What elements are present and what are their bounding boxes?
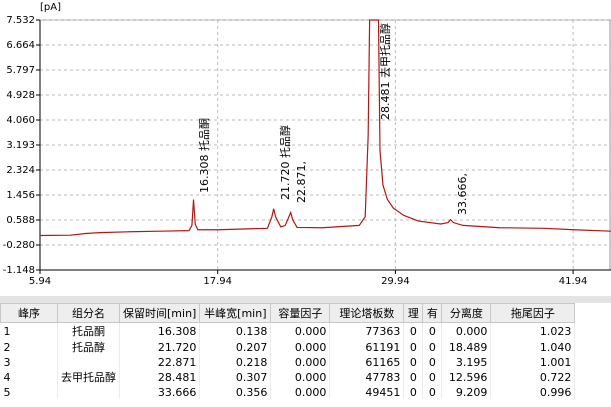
column-header: 保留时间[min]	[118, 303, 201, 323]
cell: 22.871	[119, 355, 201, 369]
cell: 托品醇	[57, 339, 120, 355]
cell: 21.720	[119, 339, 201, 355]
y-tick-label: 4.060	[6, 115, 35, 126]
column-header: 组分名	[57, 303, 120, 323]
cell: 0.000	[270, 339, 331, 355]
column-header: 半峰宽[min]	[199, 303, 272, 323]
x-tick-label: 41.94	[559, 276, 588, 287]
x-tick-label: 17.94	[203, 276, 232, 287]
cell: 0.138	[199, 322, 272, 339]
y-tick-label: 6.664	[6, 40, 35, 51]
cell: 0.996	[490, 385, 576, 399]
cell: 0.000	[270, 322, 331, 339]
cell: 0.218	[199, 355, 272, 369]
table-row: 3 22.871 0.218 0.000 61165 0 0 3.195 1.001	[0, 355, 576, 369]
signal-trace	[39, 19, 611, 237]
cell: 0.000	[441, 322, 492, 339]
cell: 77363	[329, 322, 405, 339]
cell: 61191	[329, 339, 405, 355]
x-tick-label: 29.94	[381, 276, 410, 287]
cell: 9.209	[441, 385, 492, 399]
cell: 1.023	[490, 322, 576, 339]
cell: 0.356	[199, 385, 272, 399]
y-tick-label: 7.532	[6, 15, 35, 26]
cell: 0	[422, 385, 443, 399]
y-tick-label: -1.148	[3, 265, 35, 276]
cell: 去甲托品醇	[57, 369, 120, 385]
x-tick-label: 5.94	[29, 276, 51, 287]
column-header: 有	[422, 303, 443, 323]
cell: 0	[422, 369, 443, 385]
table-row: 1 托品酮 16.308 0.138 0.000 77363 0 0 0.000 1.023	[0, 322, 576, 339]
cell: 托品酮	[57, 322, 120, 339]
column-header: 分离度	[441, 303, 492, 323]
column-header: 理论塔板数	[329, 303, 405, 323]
cell: 1	[0, 322, 58, 339]
chart: [pA] -1.148 -0.280 0.588 1.456 2.324 3.193 4.0…	[2, 2, 611, 287]
y-tick-label: 0.588	[6, 215, 35, 226]
y-tick-label: 3.193	[6, 140, 35, 151]
column-header: 峰序	[0, 303, 58, 323]
cell: 5	[0, 385, 58, 399]
cell: 0	[403, 369, 424, 385]
table-row: 5 33.666 0.356 0.000 49451 0 0 9.209 0.996	[0, 385, 576, 399]
cell: 2	[0, 339, 58, 355]
peak-label: 16.308 托品酮	[197, 118, 211, 193]
cell: 4	[0, 369, 58, 385]
cell: 18.489	[441, 339, 492, 355]
cell	[57, 355, 120, 369]
peak-label: 28.481 去甲托品醇	[378, 23, 392, 120]
cell: 0	[422, 339, 443, 355]
cell: 3	[0, 355, 58, 369]
cell: 0.207	[199, 339, 272, 355]
cell: 3.195	[441, 355, 492, 369]
cell: 0.000	[270, 369, 331, 385]
header-row: 峰序 组分名 保留时间[min] 半峰宽[min] 容量因子 理论塔板数理有分离度 拖尾因子	[0, 303, 576, 323]
cell: 0.722	[490, 369, 576, 385]
separator	[0, 296, 611, 303]
y-tick-label: 4.928	[6, 90, 35, 101]
cell: 0	[403, 339, 424, 355]
cell: 0.000	[270, 385, 331, 399]
cell: 0	[403, 322, 424, 339]
table-row: 2 托品醇 21.720 0.207 0.000 61191 0 0 18.489 1.040	[0, 339, 576, 355]
y-tick-label: -0.280	[3, 240, 35, 251]
cell: 16.308	[119, 322, 201, 339]
cell	[57, 385, 120, 399]
y-tick-label: 2.324	[6, 165, 35, 176]
cell: 1.001	[490, 355, 576, 369]
cell: 12.596	[441, 369, 492, 385]
cell: 0.307	[199, 369, 272, 385]
peak-label: 22.871,	[295, 161, 308, 203]
cell: 28.481	[119, 369, 201, 385]
column-header: 容量因子	[270, 303, 331, 323]
peak-label: 21.720 托品醇	[278, 125, 292, 200]
column-header: 理	[403, 303, 424, 323]
y-tick-label: 1.456	[6, 190, 35, 201]
peak-label: 33.666,	[456, 173, 469, 215]
y-unit: [pA]	[40, 2, 61, 13]
cell: 33.666	[119, 385, 201, 399]
cell: 0	[403, 355, 424, 369]
table-row: 4 去甲托品醇 28.481 0.307 0.000 47783 0 0 12.596 0.722	[0, 369, 576, 385]
cell: 47783	[329, 369, 405, 385]
column-header: 拖尾因子	[490, 303, 576, 323]
cell: 49451	[329, 385, 405, 399]
cell: 0	[422, 322, 443, 339]
cell: 0.000	[270, 355, 331, 369]
y-tick-label: 5.797	[6, 65, 35, 76]
cell: 0	[422, 355, 443, 369]
cell: 1.040	[490, 339, 576, 355]
cell: 0	[403, 385, 424, 399]
cell: 61165	[329, 355, 405, 369]
peak-table: 峰序 组分名 保留时间[min] 半峰宽[min] 容量因子 理论塔板数理有分离度 拖尾因子…	[0, 303, 576, 399]
